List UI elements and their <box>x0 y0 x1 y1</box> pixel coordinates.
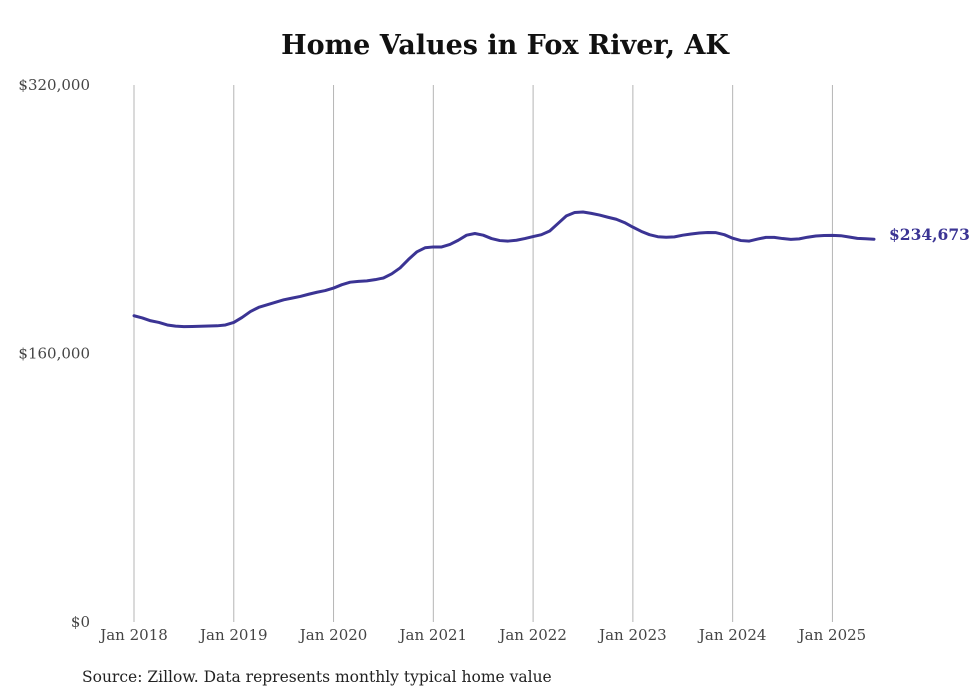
end-value-label: $234,673 <box>889 225 970 244</box>
y-tick-label: $160,000 <box>18 345 90 363</box>
x-tick-label: Jan 2025 <box>797 626 867 644</box>
x-tick-label: Jan 2020 <box>298 626 368 644</box>
series-layer <box>132 210 876 329</box>
x-tick-label: Jan 2023 <box>597 626 667 644</box>
x-tick-label: Jan 2018 <box>98 626 168 644</box>
x-tick-label: Jan 2024 <box>697 626 767 644</box>
y-tick-label: $0 <box>71 613 90 631</box>
end-label-layer: $234,673 <box>889 225 970 244</box>
source-note: Source: Zillow. Data represents monthly … <box>82 668 552 686</box>
x-axis-tick-labels: Jan 2018 Jan 2019 Jan 2020 Jan 2021 Jan 2022… <box>98 626 866 644</box>
x-tick-label: Jan 2021 <box>398 626 468 644</box>
chart-title: Home Values in Fox River, AK <box>281 30 729 61</box>
x-tick-label: Jan 2019 <box>198 626 268 644</box>
x-tick-label: Jan 2022 <box>497 626 567 644</box>
y-tick-label: $320,000 <box>18 76 90 94</box>
gridlines <box>133 85 833 622</box>
home-value-line <box>132 210 876 329</box>
y-axis-tick-labels: $0 $160,000 $320,000 <box>18 76 90 631</box>
